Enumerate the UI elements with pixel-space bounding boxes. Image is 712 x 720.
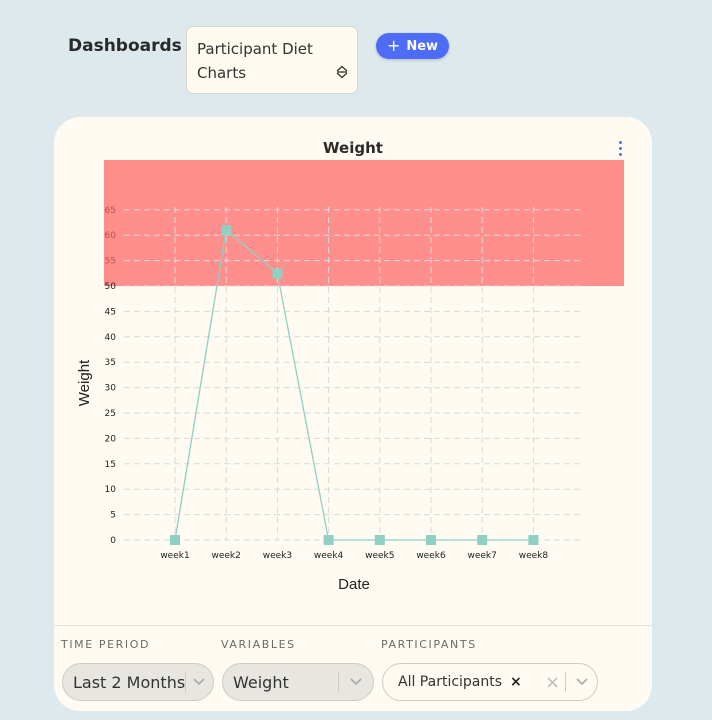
y-tick-label: 30: [105, 384, 117, 394]
sort-arrows-icon: [336, 65, 348, 79]
data-point: [272, 268, 283, 279]
data-point: [477, 535, 488, 545]
y-tick-label: 10: [105, 485, 117, 495]
chevron-down-icon[interactable]: [186, 664, 213, 700]
x-tick-label: week2: [212, 551, 241, 561]
chart-title: Weight: [323, 139, 383, 157]
dashboard-select-value: Participant Diet Charts: [197, 40, 313, 82]
participants-label: PARTICIPANTS: [381, 638, 477, 651]
x-tick-label: week4: [314, 551, 344, 561]
data-point: [374, 535, 385, 545]
y-tick-label: 35: [105, 358, 116, 368]
x-axis-label: Date: [338, 576, 370, 593]
x-tick-label: week7: [468, 551, 497, 561]
kebab-menu-icon[interactable]: [614, 141, 626, 161]
weight-line-chart: 0 5 10 15 20 25 30 35 40 45 50 55 60 65 week1 week2 week…: [76, 160, 624, 593]
data-point: [426, 535, 436, 545]
y-tick-label: 50: [105, 282, 117, 292]
divider: [54, 625, 652, 626]
plus-icon: +: [386, 36, 401, 55]
top-bar: Dashboards Participant Diet Charts + New: [0, 0, 712, 100]
y-tick-label: 5: [110, 511, 116, 521]
time-period-value: Last 2 Months: [73, 672, 186, 692]
y-tick-label: 0: [110, 536, 116, 546]
y-tick-label: 45: [105, 307, 116, 317]
data-point: [221, 225, 232, 236]
chart-card: Weight 0 5 10 15 20 25 30 35 40 45 50 55 60 65 week1 we…: [54, 117, 652, 711]
select-separator: [338, 672, 339, 692]
data-point: [170, 535, 180, 545]
dashboard-select[interactable]: Participant Diet Charts: [186, 26, 358, 94]
x-tick-label: week8: [519, 551, 549, 561]
chevron-down-icon[interactable]: [339, 664, 373, 700]
x-tick-label: week3: [263, 551, 292, 561]
new-button-label: New: [406, 38, 439, 54]
variables-select[interactable]: Weight: [222, 663, 374, 701]
y-axis-label: Weight: [76, 359, 93, 406]
y-tick-label: 15: [105, 460, 116, 470]
x-tick-label: week6: [416, 551, 446, 561]
participants-select[interactable]: All Participants × ×: [382, 663, 598, 701]
page-title: Dashboards: [68, 36, 182, 56]
threshold-band: [104, 160, 624, 286]
x-tick-label: week5: [365, 551, 394, 561]
y-tick-label: 25: [105, 409, 116, 419]
variables-label: VARIABLES: [221, 638, 296, 651]
y-tick-label: 20: [105, 434, 117, 444]
y-tick-label: 65: [105, 206, 116, 216]
select-separator: [185, 672, 186, 692]
participant-chip-label: All Participants: [398, 674, 503, 690]
series-line: [174, 228, 534, 541]
clear-icon[interactable]: ×: [544, 671, 561, 693]
select-separator: [565, 672, 567, 692]
new-dashboard-button[interactable]: + New: [376, 33, 449, 59]
chevron-down-icon[interactable]: [566, 664, 597, 700]
chip-remove-icon[interactable]: ×: [510, 674, 522, 690]
y-tick-label: 55: [105, 257, 116, 267]
variables-value: Weight: [233, 672, 289, 692]
y-tick-label: 60: [105, 231, 117, 241]
data-point: [528, 535, 539, 545]
y-tick-label: 40: [105, 333, 117, 343]
x-tick-label: week1: [160, 551, 189, 561]
time-period-select[interactable]: Last 2 Months: [62, 663, 214, 701]
data-point: [323, 535, 334, 545]
time-period-label: TIME PERIOD: [61, 638, 151, 651]
